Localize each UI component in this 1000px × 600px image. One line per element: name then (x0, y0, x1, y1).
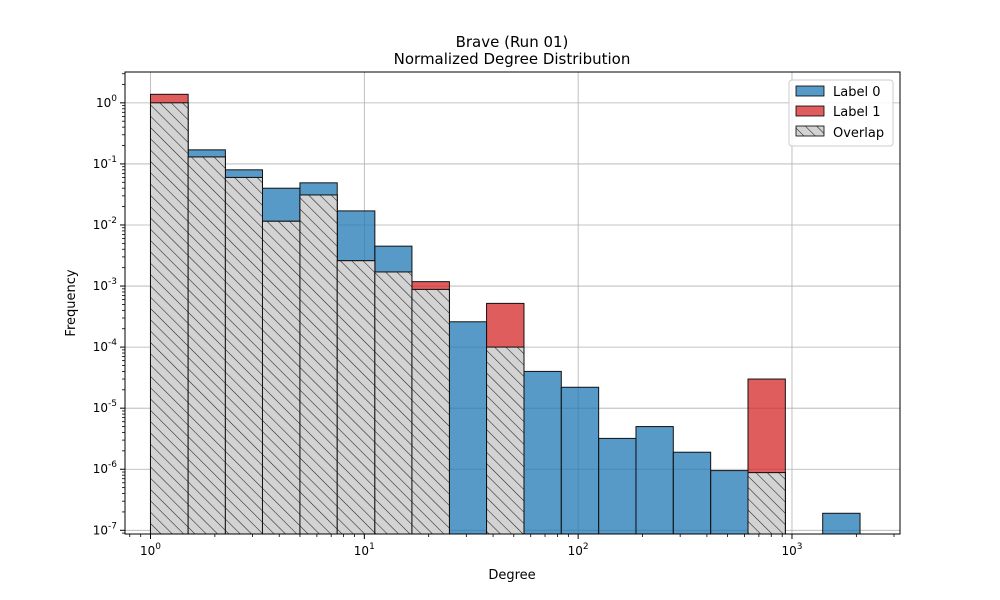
y-tick-label: 10-4 (93, 338, 118, 354)
legend-label-0: Label 0 (833, 85, 880, 100)
x-tick-label: 102 (568, 542, 589, 558)
bars (149, 93, 861, 535)
bar-label-0 (710, 470, 749, 535)
legend-label-overlap: Overlap (833, 126, 884, 141)
chart-title-line1: Brave (Run 01) (456, 33, 569, 51)
y-tick-label: 100 (96, 94, 117, 110)
bar-label-0 (635, 426, 674, 535)
legend-swatch-label-0 (795, 85, 825, 97)
y-tick-label: 10-7 (93, 521, 117, 537)
x-tick-label: 101 (354, 542, 375, 558)
bar-overlap (336, 260, 376, 535)
bar-overlap (374, 271, 413, 535)
legend-label-1: Label 1 (833, 105, 880, 120)
bar-overlap (261, 220, 301, 535)
bar-label-0 (523, 370, 562, 535)
bar-label-0 (822, 512, 861, 535)
legend: Label 0 Label 1 Overlap (788, 79, 894, 147)
y-axis-label: Frequency (64, 269, 79, 336)
legend-swatch-overlap (795, 125, 825, 137)
bar-label-0 (598, 437, 637, 535)
bar-overlap (299, 194, 338, 535)
bar-overlap (224, 176, 263, 535)
bar-label-0 (672, 451, 712, 535)
x-tick-label: 100 (140, 542, 161, 558)
y-tick-label: 10-5 (93, 399, 117, 415)
bar-overlap (486, 346, 525, 535)
bar-overlap (411, 288, 450, 535)
chart-title-line2: Normalized Degree Distribution (394, 50, 631, 68)
plot-frame (124, 71, 901, 535)
bar-overlap (187, 156, 226, 535)
y-tick-label: 10-6 (93, 460, 118, 476)
x-axis-label: Degree (488, 568, 535, 583)
bar-label-0 (560, 386, 600, 535)
bar-overlap (747, 472, 786, 535)
y-tick-label: 10-1 (93, 155, 117, 171)
y-tick-label: 10-3 (93, 277, 117, 293)
x-tick-label: 103 (781, 542, 802, 558)
bar-label-0 (448, 321, 488, 535)
y-tick-label: 10-2 (93, 216, 117, 232)
legend-swatch-label-1 (795, 105, 825, 117)
bar-overlap (149, 102, 189, 535)
